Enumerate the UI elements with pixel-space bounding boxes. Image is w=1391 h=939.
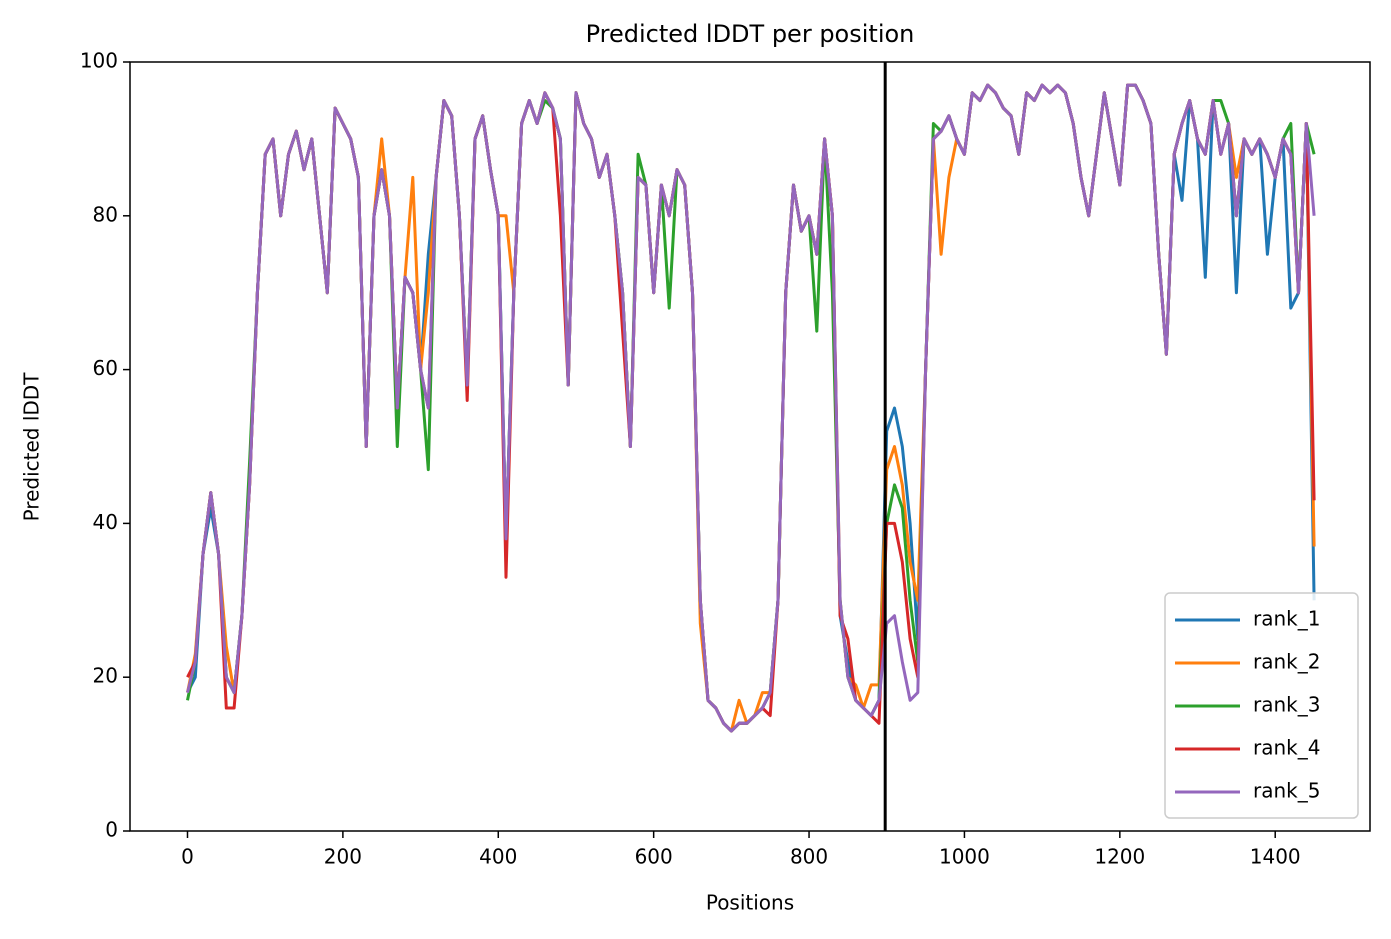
legend-label: rank_4 (1253, 736, 1320, 760)
y-tick-label: 80 (93, 202, 118, 226)
series-line (186, 83, 1316, 733)
x-axis-label: Positions (706, 891, 794, 915)
x-tick-label: 1400 (1250, 845, 1301, 869)
y-tick-label: 0 (105, 818, 118, 842)
x-tick-label: 1200 (1094, 845, 1145, 869)
series-line (186, 83, 1316, 733)
y-tick-label: 40 (93, 510, 118, 534)
series-line (186, 83, 1316, 733)
legend-label: rank_5 (1253, 779, 1320, 803)
legend-box (1164, 592, 1359, 819)
y-tick-label: 20 (93, 664, 118, 688)
legend-label: rank_3 (1253, 693, 1320, 717)
chart-title: Predicted lDDT per position (586, 20, 915, 48)
x-tick-label: 0 (181, 845, 194, 869)
x-tick-label: 200 (324, 845, 362, 869)
plot-frame (129, 61, 1371, 832)
x-tick-label: 1000 (939, 845, 990, 869)
legend-label: rank_2 (1253, 650, 1320, 674)
y-axis-label: Predicted lDDT (20, 372, 44, 522)
x-tick-label: 400 (479, 845, 517, 869)
y-tick-label: 60 (93, 356, 118, 380)
y-tick-label: 100 (80, 49, 118, 73)
x-tick-label: 800 (790, 845, 828, 869)
legend-label: rank_1 (1253, 607, 1320, 631)
series-line (186, 83, 1316, 733)
x-tick-label: 600 (635, 845, 673, 869)
series-line (186, 83, 1316, 733)
